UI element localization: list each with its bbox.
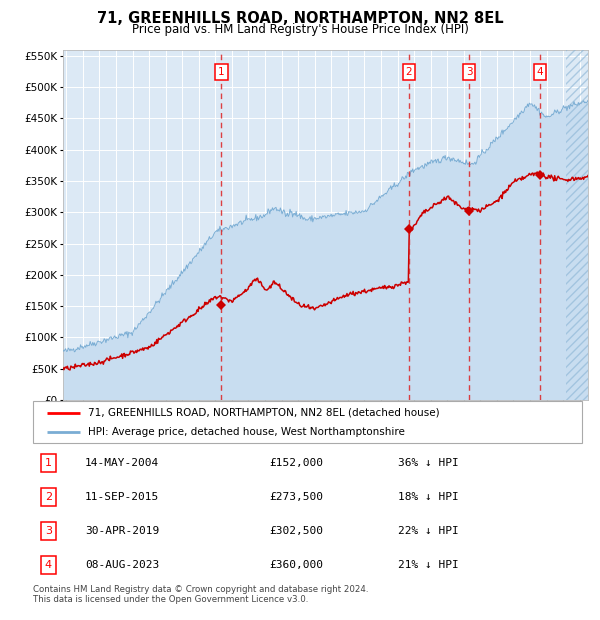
Text: 36% ↓ HPI: 36% ↓ HPI [398, 458, 459, 468]
Text: 71, GREENHILLS ROAD, NORTHAMPTON, NN2 8EL (detached house): 71, GREENHILLS ROAD, NORTHAMPTON, NN2 8E… [88, 407, 440, 417]
Text: 30-APR-2019: 30-APR-2019 [85, 526, 160, 536]
Text: £152,000: £152,000 [269, 458, 323, 468]
Text: 4: 4 [536, 68, 543, 78]
Text: 22% ↓ HPI: 22% ↓ HPI [398, 526, 459, 536]
Bar [566, 50, 588, 400]
Text: 1: 1 [218, 68, 225, 78]
Text: £302,500: £302,500 [269, 526, 323, 536]
Text: 3: 3 [466, 68, 473, 78]
Text: 1: 1 [45, 458, 52, 468]
Text: 2: 2 [45, 492, 52, 502]
Text: 18% ↓ HPI: 18% ↓ HPI [398, 492, 459, 502]
Text: 4: 4 [45, 560, 52, 570]
Text: 08-AUG-2023: 08-AUG-2023 [85, 560, 160, 570]
Text: Contains HM Land Registry data © Crown copyright and database right 2024.: Contains HM Land Registry data © Crown c… [33, 585, 368, 594]
Text: 14-MAY-2004: 14-MAY-2004 [85, 458, 160, 468]
Text: £273,500: £273,500 [269, 492, 323, 502]
Text: Price paid vs. HM Land Registry's House Price Index (HPI): Price paid vs. HM Land Registry's House … [131, 23, 469, 36]
Text: 71, GREENHILLS ROAD, NORTHAMPTON, NN2 8EL: 71, GREENHILLS ROAD, NORTHAMPTON, NN2 8E… [97, 11, 503, 25]
Text: 3: 3 [45, 526, 52, 536]
Text: 2: 2 [406, 68, 412, 78]
Text: This data is licensed under the Open Government Licence v3.0.: This data is licensed under the Open Gov… [33, 595, 308, 604]
Text: £360,000: £360,000 [269, 560, 323, 570]
Text: 11-SEP-2015: 11-SEP-2015 [85, 492, 160, 502]
Text: 21% ↓ HPI: 21% ↓ HPI [398, 560, 459, 570]
Text: HPI: Average price, detached house, West Northamptonshire: HPI: Average price, detached house, West… [88, 427, 405, 437]
